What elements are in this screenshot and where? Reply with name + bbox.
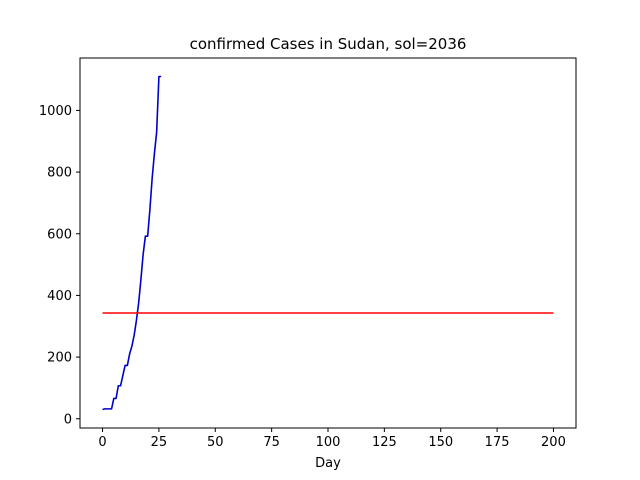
chart-title: confirmed Cases in Sudan, sol=2036 [190,35,467,53]
x-axis-label: Day [315,456,341,471]
x-tick-label: 75 [263,435,280,450]
y-tick-label: 800 [47,166,72,181]
series-line-1 [102,75,162,411]
x-tick-label: 200 [541,435,566,450]
y-tick-label: 600 [47,227,72,242]
series-layer [102,75,554,411]
x-tick-label: 150 [428,435,453,450]
y-tick-label: 400 [47,289,72,304]
y-tick-label: 1000 [39,104,72,119]
y-tick-label: 200 [47,351,72,366]
x-tick-label: 175 [485,435,510,450]
x-tick-label: 50 [207,435,224,450]
y-tick-label: 0 [64,412,72,427]
x-tick-label: 100 [316,435,341,450]
x-tick-label: 125 [372,435,397,450]
x-tick-label: 0 [98,435,106,450]
y-axis: 0 200 400 600 800 1000 [39,104,80,427]
x-tick-label: 25 [151,435,168,450]
x-axis: 0 25 50 75 100 125 150 175 200 [98,428,566,450]
